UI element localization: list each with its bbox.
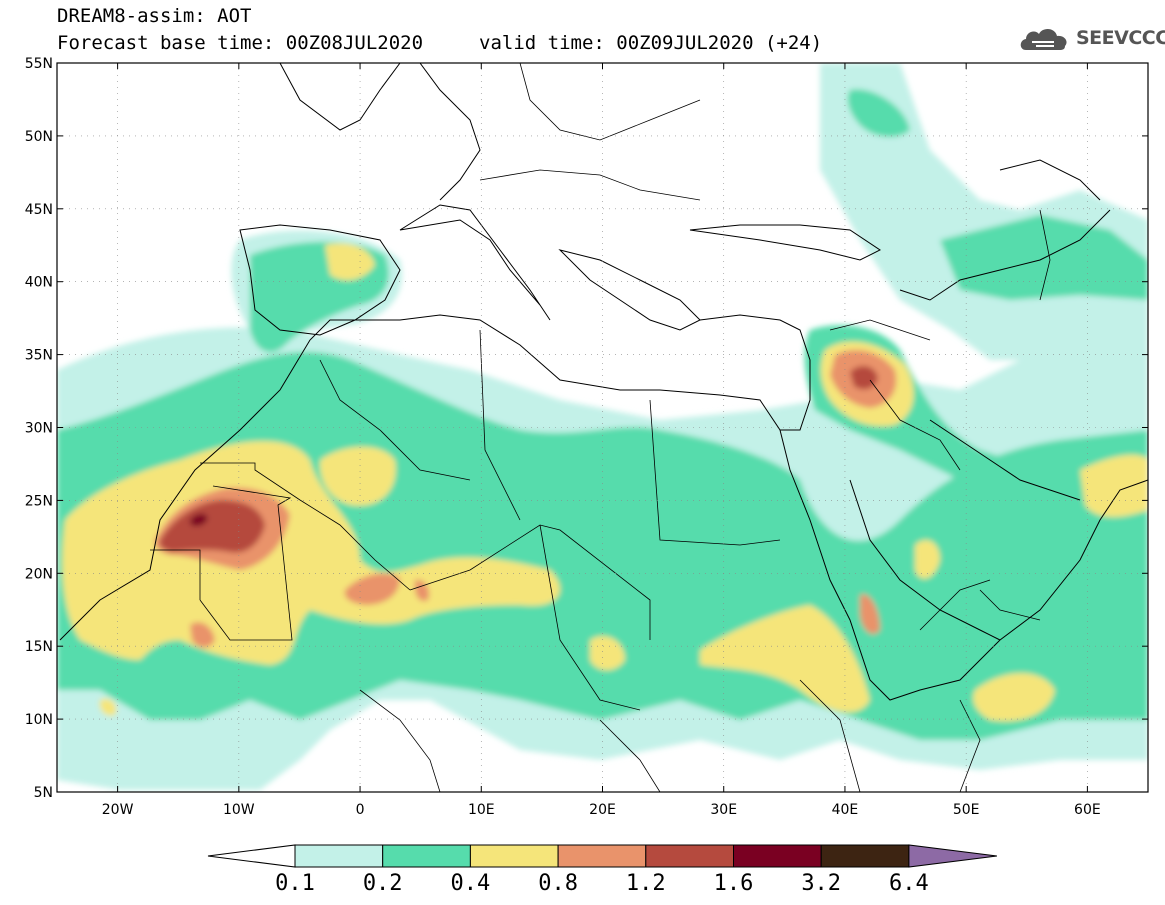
lat-label: 50N (25, 129, 53, 145)
cloud-icon (1020, 28, 1067, 50)
lon-label: 10W (223, 802, 255, 818)
lat-label: 40N (25, 275, 53, 291)
colorbar-swatch (557, 844, 647, 868)
colorbar-labels: 0.1 0.2 0.4 0.8 1.2 1.6 3.2 6.4 (275, 871, 929, 896)
lat-label: 55N (25, 56, 53, 72)
coastlines (59, 63, 1148, 701)
lon-label: 30E (710, 802, 737, 818)
aot-level-0.4 (62, 243, 1148, 722)
aot-field (57, 63, 1148, 790)
lat-axis: 55N 50N 45N 40N 35N 30N 25N 20N 15N 10N 5N (25, 56, 53, 801)
lat-label: 20N (25, 566, 53, 582)
lon-label: 60E (1074, 802, 1101, 818)
colorbar-upper-extension (908, 844, 997, 868)
lon-axis: 20W 10W 0 10E 20E 30E 40E 50E 60E (102, 802, 1101, 818)
colorbar-swatch (820, 844, 910, 868)
seevccc-logo: SEEVCCC (1018, 24, 1165, 54)
chart-title: DREAM8-assim: AOT (57, 5, 252, 27)
forecast-base-time: Forecast base time: 00Z08JUL2020 (57, 32, 424, 54)
lon-label: 0 (356, 802, 365, 818)
logo-text: SEEVCCC (1076, 27, 1165, 49)
colorbar-lower-extension (207, 844, 296, 868)
colorbar-level-label: 0.8 (538, 871, 578, 896)
lon-label: 50E (953, 802, 980, 818)
valid-time: valid time: 00Z09JUL2020 (+24) (479, 32, 823, 54)
lon-label: 20E (589, 802, 616, 818)
lat-label: 30N (25, 421, 53, 437)
lat-label: 35N (25, 348, 53, 364)
colorbar-swatch (469, 844, 559, 868)
colorbar-level-label: 0.2 (363, 871, 403, 896)
colorbar-swatch (294, 844, 384, 868)
lat-label: 5N (34, 785, 53, 801)
lat-label: 25N (25, 493, 53, 509)
colorbar-level-label: 3.2 (801, 871, 841, 896)
colorbar-swatch (733, 844, 822, 868)
colorbar-level-label: 1.6 (714, 871, 754, 896)
colorbar-swatch (645, 844, 734, 868)
colorbar-swatch (382, 844, 471, 868)
lon-label: 40E (832, 802, 859, 818)
lat-label: 10N (25, 712, 53, 728)
lon-label: 20W (102, 802, 134, 818)
colorbar-level-label: 6.4 (889, 871, 929, 896)
colorbar-level-label: 1.2 (626, 871, 666, 896)
axis-ticks (57, 62, 1148, 793)
lat-label: 15N (25, 639, 53, 655)
lon-label: 10E (468, 802, 495, 818)
colorbar-level-label: 0.1 (275, 871, 315, 896)
colorbar (207, 844, 997, 868)
aot-level-1.6 (190, 513, 208, 526)
colorbar-level-label: 0.4 (451, 871, 491, 896)
lat-label: 45N (25, 202, 53, 218)
